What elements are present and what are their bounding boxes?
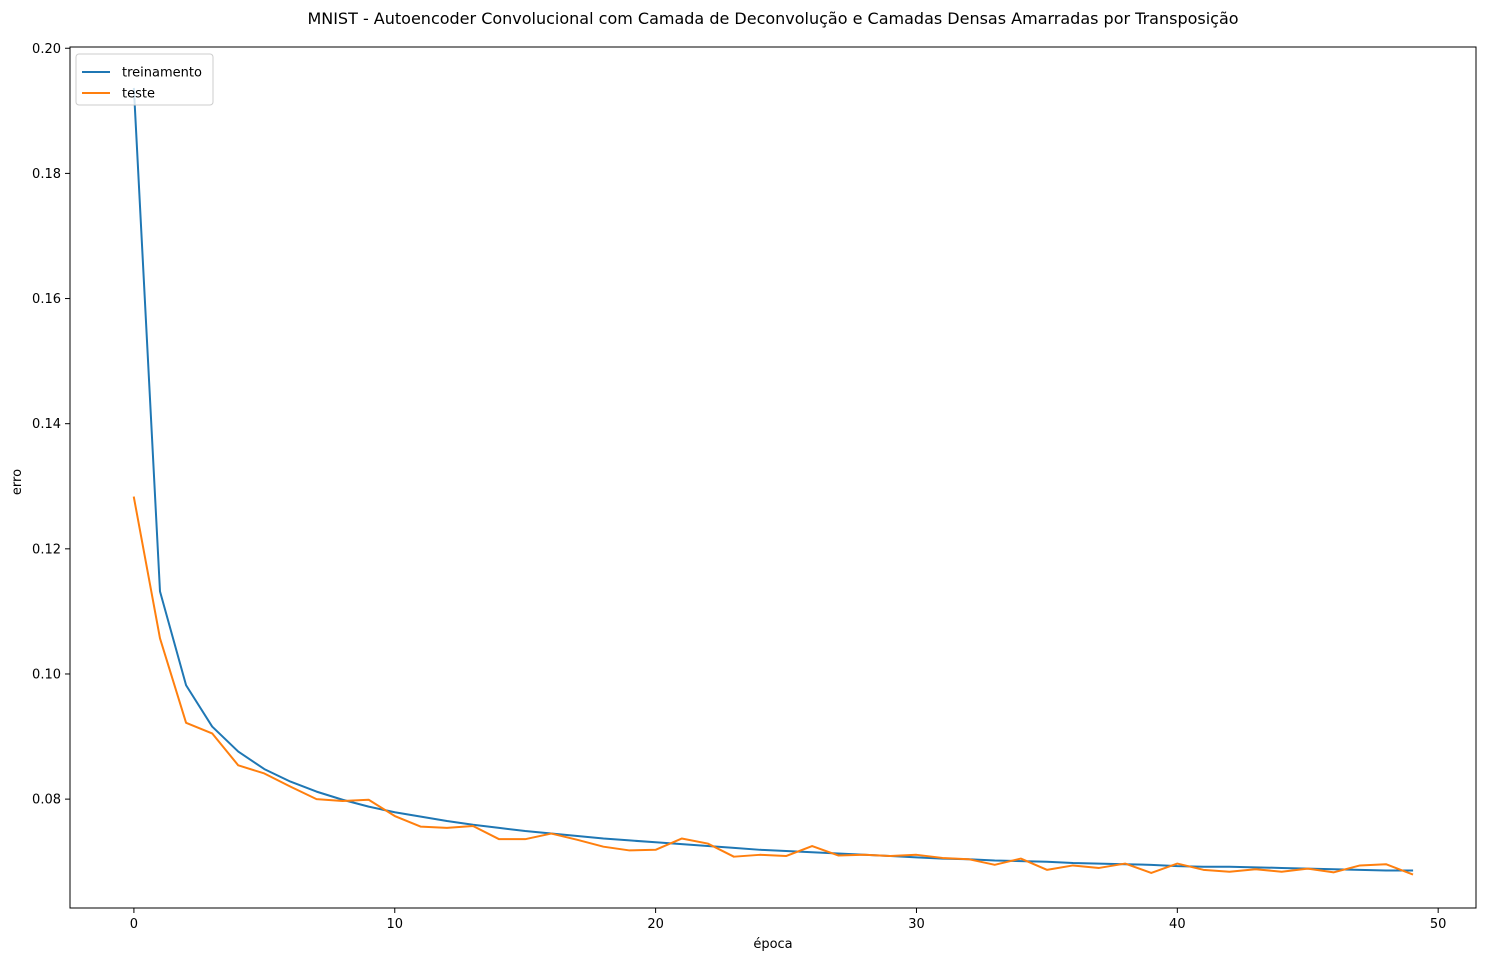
- x-tick-label: 30: [908, 917, 925, 932]
- y-tick-label: 0.20: [32, 42, 61, 57]
- plot-area: [70, 47, 1476, 908]
- y-tick-label: 0.14: [32, 417, 61, 432]
- legend-label-teste: teste: [122, 87, 155, 102]
- legend: treinamento teste: [75, 53, 214, 106]
- series-line-teste: [132, 496, 1414, 876]
- x-axis-label: época: [753, 937, 792, 952]
- y-tick-label: 0.12: [32, 542, 61, 557]
- y-tick-label: 0.16: [32, 292, 61, 307]
- y-axis-label: erro: [10, 469, 25, 495]
- legend-label-treinamento: treinamento: [122, 66, 202, 81]
- x-axis: 0 10 20 30 40 50: [130, 908, 1447, 932]
- plot-frame: [69, 46, 1477, 909]
- y-tick-label: 0.10: [32, 667, 61, 682]
- series-layer: [132, 87, 1414, 876]
- x-tick-label: 20: [647, 917, 664, 932]
- y-axis: 0.08 0.10 0.12 0.14 0.16 0.18 0.20: [32, 42, 70, 808]
- x-tick-label: 0: [130, 917, 138, 932]
- y-tick-label: 0.18: [32, 167, 61, 182]
- chart-title: MNIST - Autoencoder Convolucional com Ca…: [307, 9, 1238, 28]
- y-tick-label: 0.08: [32, 793, 61, 808]
- x-tick-label: 40: [1169, 917, 1186, 932]
- x-tick-label: 10: [386, 917, 403, 932]
- x-tick-label: 50: [1430, 917, 1447, 932]
- legend-box: [75, 53, 214, 106]
